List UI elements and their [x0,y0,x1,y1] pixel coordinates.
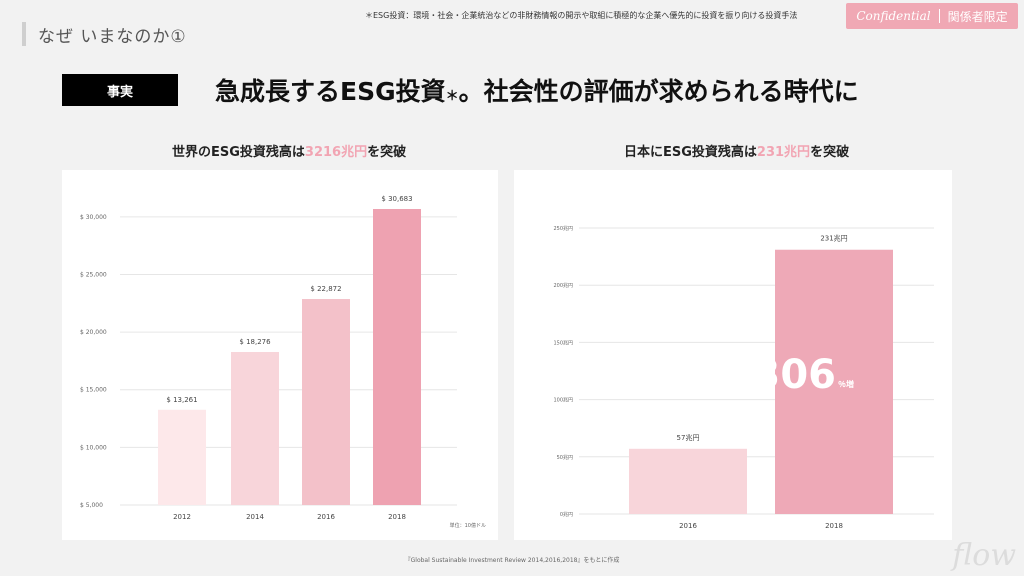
bar-2018 [373,209,421,505]
data-label-2016: 57兆円 [677,433,700,442]
japan-esg-bar-chart: 0兆円 50兆円 100兆円 150兆円 200兆円 250兆円 57兆円 2016 231兆円… [553,225,934,530]
y-tick-label: $ 30,000 [80,214,107,221]
flow-logo: flow [952,538,1016,573]
right-chart-subtitle: 日本にESG投資残高は231兆円を突破 [624,141,849,160]
bar-2014 [231,351,279,505]
growth-annotation-unit: ％増 [838,379,854,389]
headline-text-before: 急成長するESG投資 [215,77,446,106]
bar-2016 [629,448,747,514]
y-tick-label: 100兆円 [553,397,573,404]
bar-2016 [302,299,350,505]
y-tick-label: $ 5,000 [80,502,103,509]
headline: 急成長するESG投資＊。社会性の評価が求められる時代に [215,72,859,108]
y-tick-label: 200兆円 [553,282,573,289]
y-tick-label: $ 20,000 [80,329,107,336]
section-title: なぜ いまなのか① [38,27,187,47]
x-tick-label-2018: 2018 [825,522,843,530]
y-tick-label: $ 25,000 [80,271,107,278]
unit-note: 単位：10億ドル [450,522,486,529]
left-subtitle-suffix: を突破 [367,145,407,160]
japan-esg-chart-panel: 0兆円 50兆円 100兆円 150兆円 200兆円 250兆円 57兆円 2016 231兆円… [514,170,952,540]
x-tick-label-2018: 2018 [388,513,406,521]
y-tick-label: 250兆円 [553,225,573,232]
right-subtitle-highlight: 231兆円 [756,145,811,160]
headline-asterisk: ＊ [445,89,459,104]
left-subtitle-prefix: 世界のESG投資残高は [172,145,305,160]
global-esg-chart-panel: $ 5,000 $ 10,000 $ 15,000 $ 20,000 $ 25,000 $… [62,170,498,540]
y-tick-label: 50兆円 [557,454,573,461]
restricted-label: 関係者限定 [947,9,1008,24]
global-esg-bar-chart: $ 5,000 $ 10,000 $ 15,000 $ 20,000 $ 25,000 $… [80,195,486,529]
esg-footnote: ＊ESG投資：環境・社会・企業統治などの非財務情報の開示や取組に積極的な企業へ優… [365,11,798,20]
x-tick-label-2014: 2014 [246,513,264,521]
data-label-2016: $ 22,872 [310,285,341,293]
right-subtitle-prefix: 日本にESG投資残高は [624,145,757,160]
data-label-2012: $ 13,261 [166,396,197,404]
section-accent-bar [22,22,26,46]
growth-annotation-value: 306 [753,352,837,398]
confidential-label: Confidential [856,9,931,23]
data-label-2018: 231兆円 [820,234,847,243]
badge-divider [938,9,940,23]
x-tick-label-2016: 2016 [679,522,697,530]
headline-text-after: 。社会性の評価が求められる時代に [458,77,859,106]
source-note: 『Global Sustainable Investment Review 20… [404,557,620,564]
data-label-2018: $ 30,683 [381,195,412,203]
left-chart-subtitle: 世界のESG投資残高は3216兆円を突破 [172,141,406,160]
y-tick-label: $ 15,000 [80,387,107,394]
confidential-badge: Confidential 関係者限定 [846,3,1018,29]
y-tick-label: 0兆円 [560,511,573,518]
bar-2012 [158,409,206,505]
fact-label: 事実 [62,74,178,106]
x-tick-label-2016: 2016 [317,513,335,521]
right-subtitle-suffix: を突破 [810,145,850,160]
y-tick-label: 150兆円 [553,339,573,346]
data-label-2014: $ 18,276 [239,338,271,346]
bar-2018 [775,249,893,514]
x-tick-label-2012: 2012 [173,513,191,521]
y-tick-label: $ 10,000 [80,444,107,451]
left-subtitle-highlight: 3216兆円 [304,145,368,160]
